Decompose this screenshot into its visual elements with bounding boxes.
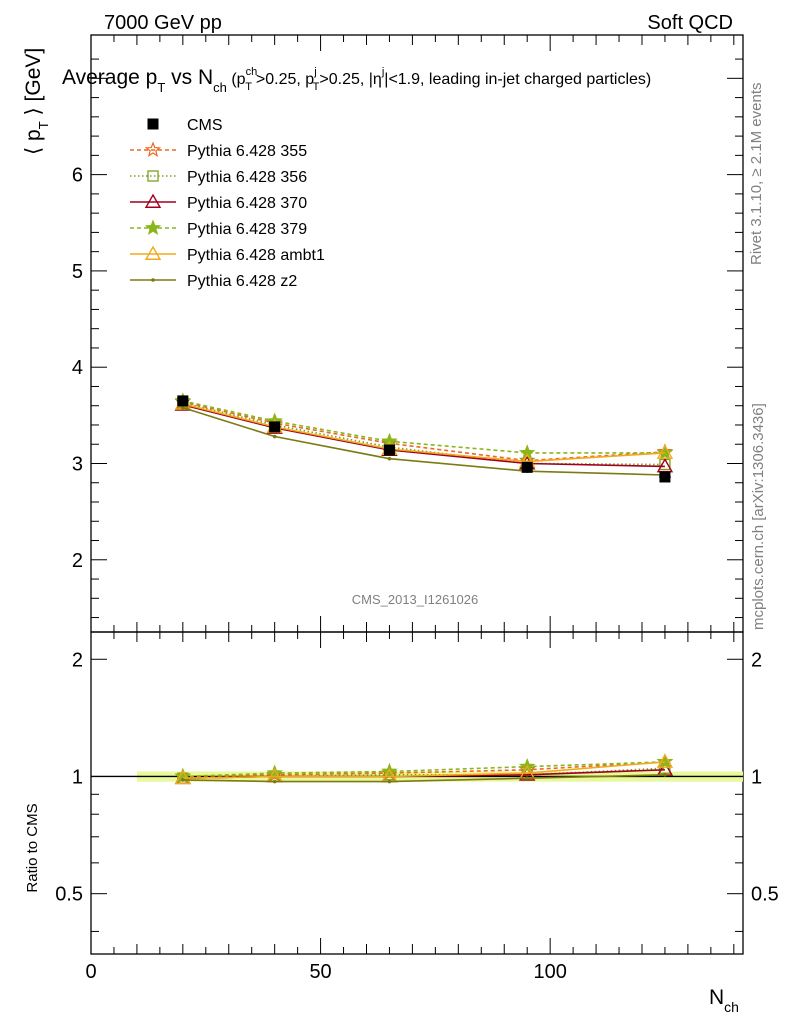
x-axis-label: Nch xyxy=(709,986,739,1015)
x-tick-label: 0 xyxy=(85,961,96,983)
y-tick-label: 3 xyxy=(72,453,83,475)
ratio-y-tick-label: 0.5 xyxy=(55,884,83,906)
main-series-group xyxy=(174,392,674,477)
y-label-part: ⟩ [GeV] xyxy=(22,48,45,122)
data-points xyxy=(176,395,671,483)
legend-marker xyxy=(144,245,162,260)
ratio-series-point xyxy=(272,779,277,784)
y-axis-label-ratio: Ratio to CMS xyxy=(24,803,41,892)
y-tick-label: 5 xyxy=(72,261,83,283)
series-point xyxy=(181,405,185,410)
rivet-label: Rivet 3.1.10, ≥ 2.1M events xyxy=(748,83,765,266)
ratio-y-tick-label-right: 2 xyxy=(751,649,762,671)
legend-marker xyxy=(144,193,162,208)
legend-entry: Pythia 6.428 356 xyxy=(130,169,307,186)
series-point xyxy=(272,434,277,439)
ratio-series-line xyxy=(182,761,665,779)
title-cuts: >0.25, |η xyxy=(319,71,381,88)
analysis-watermark: CMS_2013_I1261026 xyxy=(352,592,479,607)
ratio-series-point xyxy=(525,776,529,780)
ratio-ticks: 0 50 100 0.5 0.5 1 1 2 2 xyxy=(55,632,779,983)
series-point xyxy=(656,444,674,459)
ratio-plot-panel: 0 50 100 0.5 0.5 1 1 2 2 xyxy=(55,631,779,983)
y-label-sub: T xyxy=(36,121,51,129)
title-sup: j xyxy=(313,66,316,78)
ratio-series-group xyxy=(174,753,674,785)
ratio-frame xyxy=(90,631,744,955)
legend-label: Pythia 6.428 355 xyxy=(187,143,307,160)
y-tick-label: 6 xyxy=(72,165,83,187)
ratio-series-point xyxy=(663,772,667,777)
series-point xyxy=(387,456,392,461)
legend-entry: Pythia 6.428 370 xyxy=(130,193,307,212)
legend-entry: Pythia 6.428 z2 xyxy=(130,273,297,290)
series-pythia-6-428-356 xyxy=(177,397,671,471)
title-sub: ch xyxy=(213,80,227,95)
x-tick-label: 100 xyxy=(533,961,566,983)
title-sub: T xyxy=(245,81,252,93)
series-pythia-6-428-355 xyxy=(174,393,674,468)
legend-entry: Pythia 6.428 379 xyxy=(130,219,307,238)
legend-entry-data: CMS xyxy=(147,117,223,134)
header-right-label: Soft QCD xyxy=(647,12,733,34)
legend-marker xyxy=(147,118,159,130)
legend-marker xyxy=(144,141,162,158)
legend-label: CMS xyxy=(187,117,223,134)
legend-entry: Pythia 6.428 ambt1 xyxy=(130,245,325,264)
ratio-series-pythia-6-428-z2 xyxy=(181,772,667,784)
y-tick-label: 4 xyxy=(72,357,83,379)
y-axis-label-main: ⟨ pT ⟩ [GeV] xyxy=(22,48,51,155)
title-sup: ch xyxy=(246,66,258,78)
ratio-series-point xyxy=(387,779,392,784)
x-label-sub: ch xyxy=(724,999,739,1015)
series-pythia-6-428-370 xyxy=(174,396,674,473)
ratio-series-point xyxy=(656,753,674,768)
title-cuts: |<1.9, leading in-jet charged particles) xyxy=(384,71,651,88)
mcplots-label: mcplots.cern.ch [arXiv:1306.3436] xyxy=(750,403,767,630)
y-tick-label: 2 xyxy=(72,550,83,572)
title-cuts: (p xyxy=(227,71,246,88)
legend-marker xyxy=(144,219,162,236)
legend-label: Pythia 6.428 370 xyxy=(187,195,307,212)
data-point xyxy=(177,395,189,407)
ratio-y-tick-label: 2 xyxy=(72,649,83,671)
plot-title: Average pT vs Nch (pch T >0.25, pj T>0.25, … xyxy=(62,66,651,95)
y-label-part: ⟨ p xyxy=(22,129,45,155)
series-line xyxy=(182,402,665,466)
title-sup: j xyxy=(381,66,384,78)
title-sub: T xyxy=(313,81,320,93)
x-tick-label: 50 xyxy=(309,961,331,983)
x-label-part: N xyxy=(709,986,724,1009)
title-sub: T xyxy=(157,80,165,95)
data-point xyxy=(383,444,395,456)
series-pythia-6-428-379 xyxy=(174,392,674,460)
legend-label: Pythia 6.428 356 xyxy=(187,169,307,186)
ratio-series-point xyxy=(181,778,185,782)
data-point xyxy=(521,461,533,473)
title-part: Average p xyxy=(62,66,157,89)
legend-marker xyxy=(151,278,155,282)
legend-label: Pythia 6.428 z2 xyxy=(187,273,297,290)
main-ticks: 2 3 4 5 6 xyxy=(72,35,743,632)
legend: CMS Pythia 6.428 355 Pythia 6.428 356 Pythi… xyxy=(130,117,325,290)
header-left-label: 7000 GeV pp xyxy=(104,12,222,34)
series-point xyxy=(656,444,674,460)
legend-marker xyxy=(147,170,159,182)
series-line xyxy=(182,400,665,454)
ratio-y-tick-label-right: 1 xyxy=(751,766,762,788)
ratio-y-tick-label-right: 0.5 xyxy=(751,884,779,906)
ratio-series-point xyxy=(656,753,674,769)
data-point xyxy=(659,471,671,483)
data-point xyxy=(269,421,281,433)
title-part: vs N xyxy=(165,66,213,89)
ratio-y-tick-label: 1 xyxy=(72,766,83,788)
legend-entry: Pythia 6.428 355 xyxy=(130,141,307,160)
legend-label: Pythia 6.428 ambt1 xyxy=(187,247,325,264)
legend-label: Pythia 6.428 379 xyxy=(187,221,307,238)
ratio-series-point xyxy=(174,769,192,785)
main-plot-panel: 2 3 4 5 6 CMS Pythia 6.428 355 Pythia 6.428 35… xyxy=(72,34,744,633)
title-cuts: >0.25, p xyxy=(256,71,314,88)
